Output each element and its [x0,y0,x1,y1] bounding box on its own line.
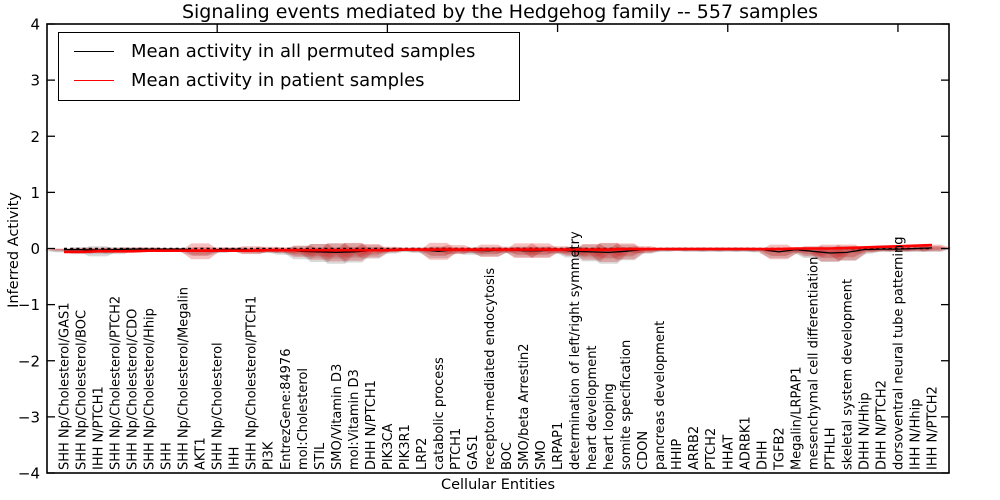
legend-item-permuted: Mean activity in all permuted samples [59,37,519,66]
violin-permuted [827,246,867,261]
x-tick-label: heart development [585,345,600,470]
y-tick-label: 0 [30,240,40,258]
violin-permuted [299,244,339,262]
permuted-line-swatch [74,51,114,52]
x-tick-label: AKT1 [194,437,209,470]
x-tick-label: BOC [500,442,515,470]
x-tick-label: LRPAP1 [551,422,566,470]
legend-label-patient: Mean activity in patient samples [131,70,425,91]
legend: Mean activity in all permuted samples Me… [58,32,520,101]
x-tick-label: ARRB2 [687,426,702,470]
x-tick-label: EntrezGene:84976 [279,349,294,470]
x-tick-label: LRP2 [415,438,430,470]
y-tick-label: 4 [30,16,40,34]
y-tick-label: 3 [30,72,40,90]
legend-item-patient: Mean activity in patient samples [59,66,519,95]
x-tick-label: HHAT [721,435,736,470]
x-tick-label: DHH N/PTCH2 [874,380,889,470]
x-tick-label: GAS1 [466,435,481,470]
x-tick-label: DHH N/PTCH1 [364,380,379,470]
patient-line-swatch [74,80,114,81]
x-tick-label: PTHLH [823,427,838,470]
x-tick-label: IHH N/PTCH2 [925,386,940,470]
x-tick-label: mesenchymal cell differentiation [806,257,821,470]
x-tick-label: ADRBK1 [738,416,753,470]
x-tick-label: heart looping [602,383,617,470]
legend-label-permuted: Mean activity in all permuted samples [131,41,476,62]
x-tick-label: SMO [534,440,549,470]
x-tick-label: DHH [755,440,770,470]
x-tick-label: SHH Np/Cholesterol/PTCH2 [109,296,124,470]
x-tick-label: Megalin/LRPAP1 [789,366,804,470]
x-tick-label: PTCH1 [449,428,464,470]
violin-permuted [810,246,850,262]
x-tick-label: dorsoventral neural tube patterning [891,237,906,470]
x-tick-label: TGFB2 [772,427,787,471]
x-tick-label: SHH Np/Cholesterol/PTCH1 [245,296,260,470]
x-tick-label: IHH [228,447,243,470]
x-tick-label: SHH Np/Cholesterol/CDO [126,309,141,470]
y-tick-label: 2 [30,128,40,146]
x-tick-label: determination of left/right symmetry [568,231,583,470]
violin-permuted [350,245,390,259]
patient-mean-line [64,243,933,254]
x-tick-label: SHH Np/Cholesterol/Megalin [177,287,192,470]
chart-title: Signaling events mediated by the Hedgeho… [181,1,819,23]
y-tick-label: −4 [18,465,40,483]
x-tick-label: mol:Vitamin D3 [347,369,362,470]
x-tick-label: SMO/Vitamin D3 [330,364,345,470]
violin-permuted-core [763,250,795,256]
x-tick-label: somite specification [619,340,634,470]
x-tick-label: IHH N/PTCH1 [92,386,107,470]
x-tick-label: SHH Np/Cholesterol/GAS1 [58,302,73,470]
x-tick-label: PTCH2 [704,428,719,470]
x-tick-label: PIK3R1 [398,424,413,470]
x-tick-label: HHIP [670,439,685,470]
x-tick-label: SHH Np/Cholesterol [211,342,226,470]
x-tick-label: IHH N/Hhip [908,399,923,471]
x-tick-label: PIK3CA [381,423,396,470]
y-tick-label: −1 [18,296,40,314]
y-tick-label: −2 [18,352,40,370]
x-tick-label: CDON [636,431,651,470]
y-tick-label: −3 [18,408,40,426]
x-tick-label: catabolic process [432,357,447,470]
x-tick-label: SHH Np/Cholesterol/Hhip [143,308,158,470]
x-tick-label: STIL [313,442,328,470]
x-tick-label: pancreas development [653,321,668,470]
x-tick-label: DHH N/Hhip [857,392,872,470]
x-tick-label: SHH [160,442,175,470]
x-tick-label: PI3K [262,441,277,470]
x-tick-label: mol:Cholesterol [296,368,311,470]
x-tick-label: receptor-mediated endocytosis [483,268,498,470]
x-tick-label: SMO/beta Arrestin2 [517,343,532,470]
y-tick-label: 1 [30,184,40,202]
x-tick-label: SHH Np/Cholesterol/BOC [75,310,90,470]
x-tick-label: skeletal system development [840,279,855,470]
x-axis-label: Cellular Entities [440,477,556,493]
